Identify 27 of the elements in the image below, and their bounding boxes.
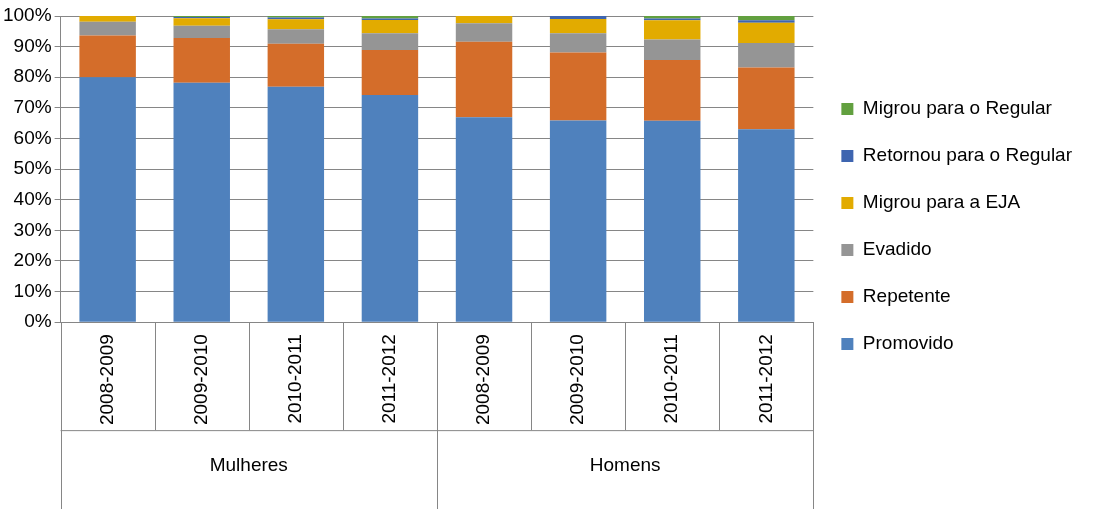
text: Homens xyxy=(589,454,661,476)
x-tick-label: 2009-2010 xyxy=(566,334,588,426)
text: Mulheres xyxy=(209,454,288,476)
legend-label: Evadido xyxy=(862,238,932,260)
y-tick-label: 10% xyxy=(13,279,52,301)
y-tick-label: 60% xyxy=(13,126,52,148)
y-tick-label: 40% xyxy=(13,187,52,209)
legend-label: Migrou para o Regular xyxy=(862,97,1053,119)
y-tick-label: 90% xyxy=(13,34,52,56)
x-tick-label: 2008-2009 xyxy=(95,334,117,426)
x-tick-label: 2010-2011 xyxy=(284,334,306,424)
y-tick-label: 80% xyxy=(13,65,52,87)
y-tick-label: 100% xyxy=(2,4,52,26)
x-tick-label: 2008-2009 xyxy=(472,334,494,426)
x-tick-label: 2011-2012 xyxy=(754,334,776,424)
x-tick-label: 2009-2010 xyxy=(189,334,211,426)
y-tick-label: 70% xyxy=(13,96,52,118)
y-tick-label: 30% xyxy=(13,218,52,240)
legend-label: Promovido xyxy=(862,332,954,354)
x-tick-label: 2011-2012 xyxy=(378,334,400,424)
y-tick-label: 0% xyxy=(24,310,52,332)
legend-label: Migrou para a EJA xyxy=(862,191,1021,213)
y-tick-label: 20% xyxy=(13,249,52,271)
y-tick-label: 50% xyxy=(13,157,52,179)
x-tick-label: 2010-2011 xyxy=(660,334,682,424)
legend-label: Retornou para o Regular xyxy=(862,144,1073,166)
legend-label: Repetente xyxy=(862,285,951,307)
